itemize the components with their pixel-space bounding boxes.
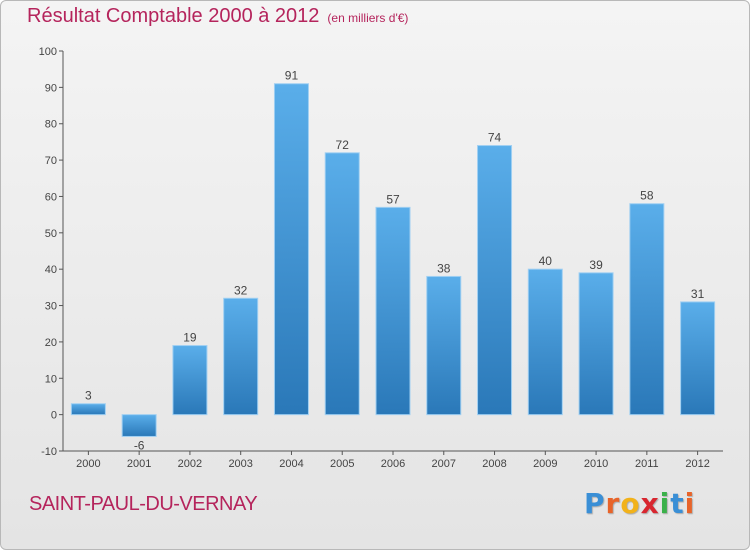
bar-2009 — [527, 268, 563, 416]
y-tick-label: 90 — [45, 82, 57, 94]
data-label-2009: 40 — [539, 254, 553, 268]
x-tick-label: 2009 — [533, 458, 557, 470]
x-tick-label: 2010 — [584, 458, 608, 470]
x-tick-label: 2004 — [279, 458, 303, 470]
y-tick-label: -10 — [41, 446, 57, 458]
bar-2011 — [629, 203, 665, 416]
y-tick-label: 10 — [45, 373, 57, 385]
axes: -10 0 10 20 30 40 50 60 70 80 90 100 2000 2001 2002 200… — [39, 46, 723, 470]
y-tick-label: 50 — [45, 228, 57, 240]
bar-2002 — [172, 345, 208, 416]
logo-letter: t — [670, 487, 685, 520]
data-label-2006: 57 — [386, 192, 400, 206]
data-label-2005: 72 — [336, 138, 350, 152]
proxiti-logo: Proxiti — [584, 487, 695, 520]
title-unit: (en milliers d'€) — [327, 11, 409, 25]
data-label-2003: 32 — [234, 283, 248, 297]
data-label-2007: 38 — [437, 261, 451, 275]
x-tick-label: 2005 — [330, 458, 354, 470]
y-tick-label: 40 — [45, 264, 57, 276]
commune-name: SAINT-PAUL-DU-VERNAY — [29, 493, 258, 515]
x-tick-label: 2012 — [685, 458, 709, 470]
data-label-2001: -6 — [134, 438, 145, 452]
data-label-2004: 91 — [285, 69, 299, 83]
x-tick-label: 2001 — [127, 458, 151, 470]
bar-2005 — [324, 152, 360, 416]
bar-2001 — [121, 414, 157, 437]
y-tick-label: 30 — [45, 301, 57, 313]
logo-letter: o — [620, 487, 641, 520]
x-tick-label: 2002 — [178, 458, 202, 470]
data-label-2012: 31 — [691, 287, 705, 301]
bar-2010 — [578, 272, 614, 416]
data-labels: 3 -6 19 32 91 72 57 38 74 40 39 58 31 — [85, 69, 705, 453]
logo-letter: P — [584, 487, 606, 520]
bar-2000 — [70, 403, 106, 416]
bar-2006 — [375, 206, 411, 416]
bar-2012 — [680, 301, 716, 416]
data-label-2002: 19 — [183, 331, 197, 345]
y-tick-label: 60 — [45, 191, 57, 203]
x-tick-label: 2006 — [381, 458, 405, 470]
x-tick-label: 2011 — [635, 458, 659, 470]
bars — [70, 83, 716, 437]
logo-letter: x — [640, 487, 660, 520]
data-label-2010: 39 — [589, 258, 603, 272]
y-tick-label: 20 — [45, 337, 57, 349]
bar-2004 — [273, 83, 309, 416]
logo-letter: i — [659, 487, 671, 520]
bar-2008 — [477, 145, 513, 416]
y-tick-label: 80 — [45, 119, 57, 131]
logo-letter: r — [605, 487, 621, 520]
logo-letter: i — [684, 487, 696, 520]
y-tick-label: 100 — [39, 46, 57, 58]
bar-2007 — [426, 275, 462, 416]
y-tick-label: 0 — [51, 410, 57, 422]
bar-2003 — [223, 297, 259, 416]
data-label-2000: 3 — [85, 389, 92, 403]
x-tick-label: 2000 — [76, 458, 100, 470]
chart-title: Résultat Comptable 2000 à 2012 (en millie… — [27, 5, 408, 28]
data-label-2011: 58 — [640, 189, 654, 203]
x-tick-label: 2003 — [228, 458, 252, 470]
x-tick-label: 2008 — [482, 458, 506, 470]
y-tick-label: 70 — [45, 155, 57, 167]
title-text: Résultat Comptable 2000 à 2012 — [27, 5, 320, 27]
data-label-2008: 74 — [488, 131, 502, 145]
x-tick-label: 2007 — [432, 458, 456, 470]
